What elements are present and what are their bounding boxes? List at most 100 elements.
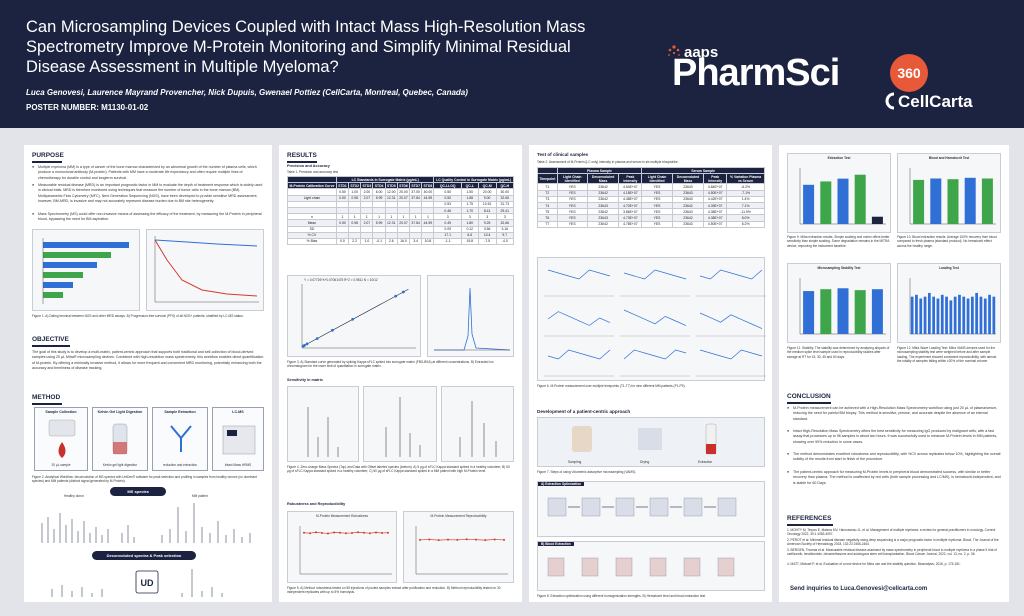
bar <box>983 298 987 334</box>
conclusion-bullet-1: M-Protein measurement can be achieved wi… <box>787 406 1001 422</box>
table-header-cell: Timepoint <box>537 173 558 185</box>
cellcarta-logo-text: CellCarta <box>898 92 973 111</box>
extraction-test-chart <box>799 168 886 225</box>
bar <box>947 179 959 224</box>
reproducibility-chart <box>415 526 508 575</box>
table-header-cell: Deconvoluted Mass <box>586 173 620 185</box>
vams-steps-graphic <box>572 423 717 455</box>
series-point <box>351 531 353 534</box>
bar <box>945 296 948 334</box>
bar <box>932 296 936 334</box>
bar <box>915 294 918 334</box>
series-point <box>447 538 449 541</box>
figure-6 <box>537 257 766 381</box>
table-cell: YES <box>641 220 673 228</box>
figure-8-caption: Figure 8. Extraction optimization using … <box>537 594 706 598</box>
series-point <box>345 532 347 535</box>
figure-1a-graphic <box>42 238 129 304</box>
table-header-row: Timepoint Light Chain Identified Deconvolu… <box>537 173 765 185</box>
bar <box>930 178 942 224</box>
patient-trend-line <box>699 312 763 329</box>
tube-icon <box>112 423 128 455</box>
table-cell: -0.1 <box>372 237 386 246</box>
figure-8a: A) Extraction Optimization <box>537 481 765 537</box>
figure-12-caption: Figure 12. Mitra Wave Loading Test: Mitr… <box>897 346 997 364</box>
bar <box>871 289 883 334</box>
method-box-title: Kelvin Gel Light Digestion <box>97 410 143 414</box>
table-header-cell: Peak Intensity <box>618 173 643 185</box>
table-cell: -7.5 <box>477 237 497 246</box>
aaps-dots-icon <box>668 45 680 56</box>
table-cell: -4.0 <box>495 237 515 246</box>
reproducibility-chart-title: M-Protein Measurement Reproducibility <box>430 514 487 518</box>
table-header-cell: % Variation Plasma vs Serum <box>726 173 765 185</box>
spectrum-c-graphic <box>459 401 497 457</box>
patient-trend-line <box>623 269 687 280</box>
extraction-b-label: B) Blood Extraction <box>538 542 574 547</box>
figure-5-caption: Figure 5. A) Method robustness tested on… <box>287 586 501 595</box>
series-point <box>428 538 431 541</box>
conclusion-bullet-2: Intact High-Resolution Mass Spectrometry… <box>787 429 1001 445</box>
healthy-donor-label: Healthy donor <box>64 494 84 498</box>
table-cell: 2.2 <box>348 237 362 246</box>
calibration-point <box>394 294 398 298</box>
table-cell: 23643 <box>671 220 705 228</box>
sensitivity-heading: Sensitivity in matrix <box>287 378 323 382</box>
bar <box>940 294 944 334</box>
bar <box>923 296 927 334</box>
conclusion-heading: CONCLUSION <box>787 393 831 400</box>
bar <box>936 298 940 334</box>
reference-3: 3. BERGEN, Thomas et al. Measurable resi… <box>787 548 997 557</box>
table-cell: 3.4 <box>409 237 423 246</box>
purpose-bullet-1: Multiple myeloma (MM) is a type of cance… <box>32 165 264 181</box>
series-point <box>387 531 389 534</box>
series-point <box>369 532 371 535</box>
method-box-extraction: Sample Extraction reduction and extracti… <box>152 407 208 471</box>
series-point <box>363 531 365 534</box>
bar <box>854 174 866 224</box>
spectrum-b-graphic <box>385 397 421 457</box>
table-cell: 0.0 <box>335 237 350 246</box>
purpose-underline <box>32 161 62 163</box>
calibration-equation: Y = 0.07726*X+0.07061475 R^2 = 0.9811 N … <box>304 278 378 282</box>
stability-test-title: Microsampling Stability Test <box>817 266 861 270</box>
deconvoluted-spectra-graphic: UD <box>51 569 223 597</box>
patient-trend-line <box>699 269 763 280</box>
bar <box>910 296 914 334</box>
bar <box>820 289 832 334</box>
clinical-heading: Test of clinical samples <box>537 152 589 157</box>
figure-11-caption: Figure 11. Stability: The stability was … <box>787 346 890 359</box>
figure-7: Sampling Drying Extraction <box>537 417 765 467</box>
bar <box>919 298 923 334</box>
figure-10-caption: Figure 10. Blood extraction results. Ave… <box>897 235 997 248</box>
table-header-cell: Light Chain Identified <box>556 173 588 185</box>
series-point <box>327 532 329 535</box>
figure-7-caption: Figure 7. Steps of using Volumetric adso… <box>537 470 637 474</box>
method-box-text: reduction and extraction <box>162 462 198 467</box>
conclusion-underline <box>787 402 831 404</box>
contact-line[interactable]: Send inquiries to Luca.Genovesi@cellcart… <box>790 586 928 592</box>
table-row: T7 YES 23642 4.78E+07 YES 23643 4.50E+07 6.2% <box>537 220 765 228</box>
mm-patient-label: MM patient <box>192 494 208 498</box>
mass-spectrometer-icon <box>222 425 256 455</box>
method-box-text: Kelvin gel light digestion <box>102 462 138 467</box>
figure-1b <box>146 229 264 311</box>
table-cell: 2.6 <box>384 237 398 246</box>
table-cell: 23642 <box>586 220 620 228</box>
table-row: T6 YES 23643 4.73E+07 YES 23642 4.38E+07 8.0% <box>537 214 765 222</box>
series-point <box>357 531 359 534</box>
panel-results: RESULTS Precision and Accuracy Table 1. … <box>279 145 522 602</box>
table-cell: -1.1 <box>433 237 462 246</box>
bar <box>803 291 815 334</box>
table-row: T4 YES 23643 4.70E+07 YES 23642 4.39E+07 7.1% <box>537 201 765 210</box>
table-cell: 4.50E+07 <box>703 220 728 228</box>
series-point <box>456 538 459 541</box>
calibration-point <box>305 342 309 346</box>
table-row: Mean 0.50 0.98 2.07 5.99 12.31 20.07 37.84 44.59… <box>287 219 515 227</box>
bar <box>958 294 961 334</box>
figure-3b <box>427 275 514 357</box>
bar <box>964 177 976 224</box>
table-2-caption: Table 2. Assessment of M-Protein (LC onl… <box>537 160 679 164</box>
method-box-digestion: Kelvin Gel Light Digestion Kelvin gel li… <box>92 407 148 471</box>
